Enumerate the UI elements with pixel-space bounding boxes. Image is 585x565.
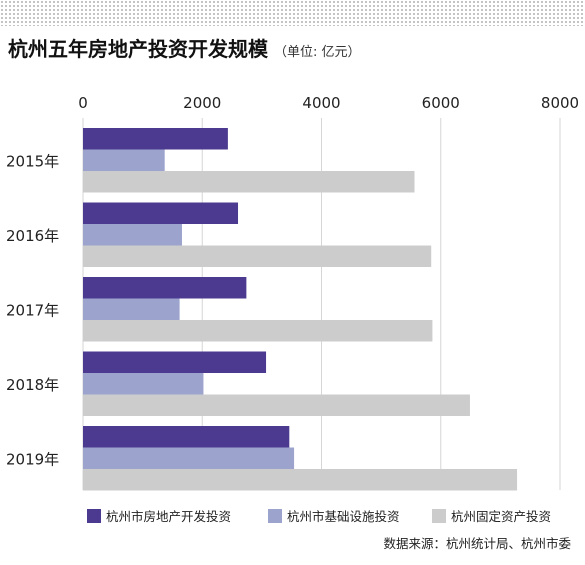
bar — [83, 320, 433, 342]
bar — [83, 224, 182, 246]
x-tick-label: 6000 — [422, 94, 460, 112]
y-category-label: 2019年 — [6, 450, 59, 468]
title-row: 杭州五年房地产投资开发规模 （单位: 亿元） — [8, 33, 578, 63]
bar — [83, 128, 228, 150]
bar — [83, 373, 204, 395]
legend-swatch — [87, 509, 101, 523]
bar — [83, 171, 415, 193]
legend-label: 杭州市基础设施投资 — [287, 509, 400, 524]
bar — [83, 277, 247, 299]
dotted-header-band — [0, 0, 585, 26]
chart-title: 杭州五年房地产投资开发规模 — [8, 37, 268, 61]
bar — [83, 298, 180, 320]
bar — [83, 149, 165, 171]
bar — [83, 469, 518, 491]
x-tick-label: 8000 — [541, 94, 579, 112]
y-category-label: 2015年 — [6, 152, 59, 170]
x-tick-label: 0 — [78, 94, 88, 112]
legend-label: 杭州固定资产投资 — [451, 509, 551, 524]
legend-swatch — [432, 509, 446, 523]
x-tick-label: 4000 — [302, 94, 340, 112]
bar — [83, 245, 432, 267]
chart-unit: （单位: 亿元） — [274, 45, 361, 60]
bar — [83, 447, 295, 469]
y-category-label: 2017年 — [6, 301, 59, 319]
bar — [83, 202, 239, 224]
x-tick-label: 2000 — [183, 94, 221, 112]
y-category-label: 2018年 — [6, 376, 59, 394]
y-category-label: 2016年 — [6, 227, 59, 245]
bar — [83, 426, 290, 448]
legend-label: 杭州市房地产开发投资 — [106, 509, 231, 524]
bar — [83, 351, 267, 373]
data-source: 数据来源：杭州统计局、杭州市委 — [383, 536, 571, 551]
legend-swatch — [268, 509, 282, 523]
bar — [83, 394, 470, 416]
